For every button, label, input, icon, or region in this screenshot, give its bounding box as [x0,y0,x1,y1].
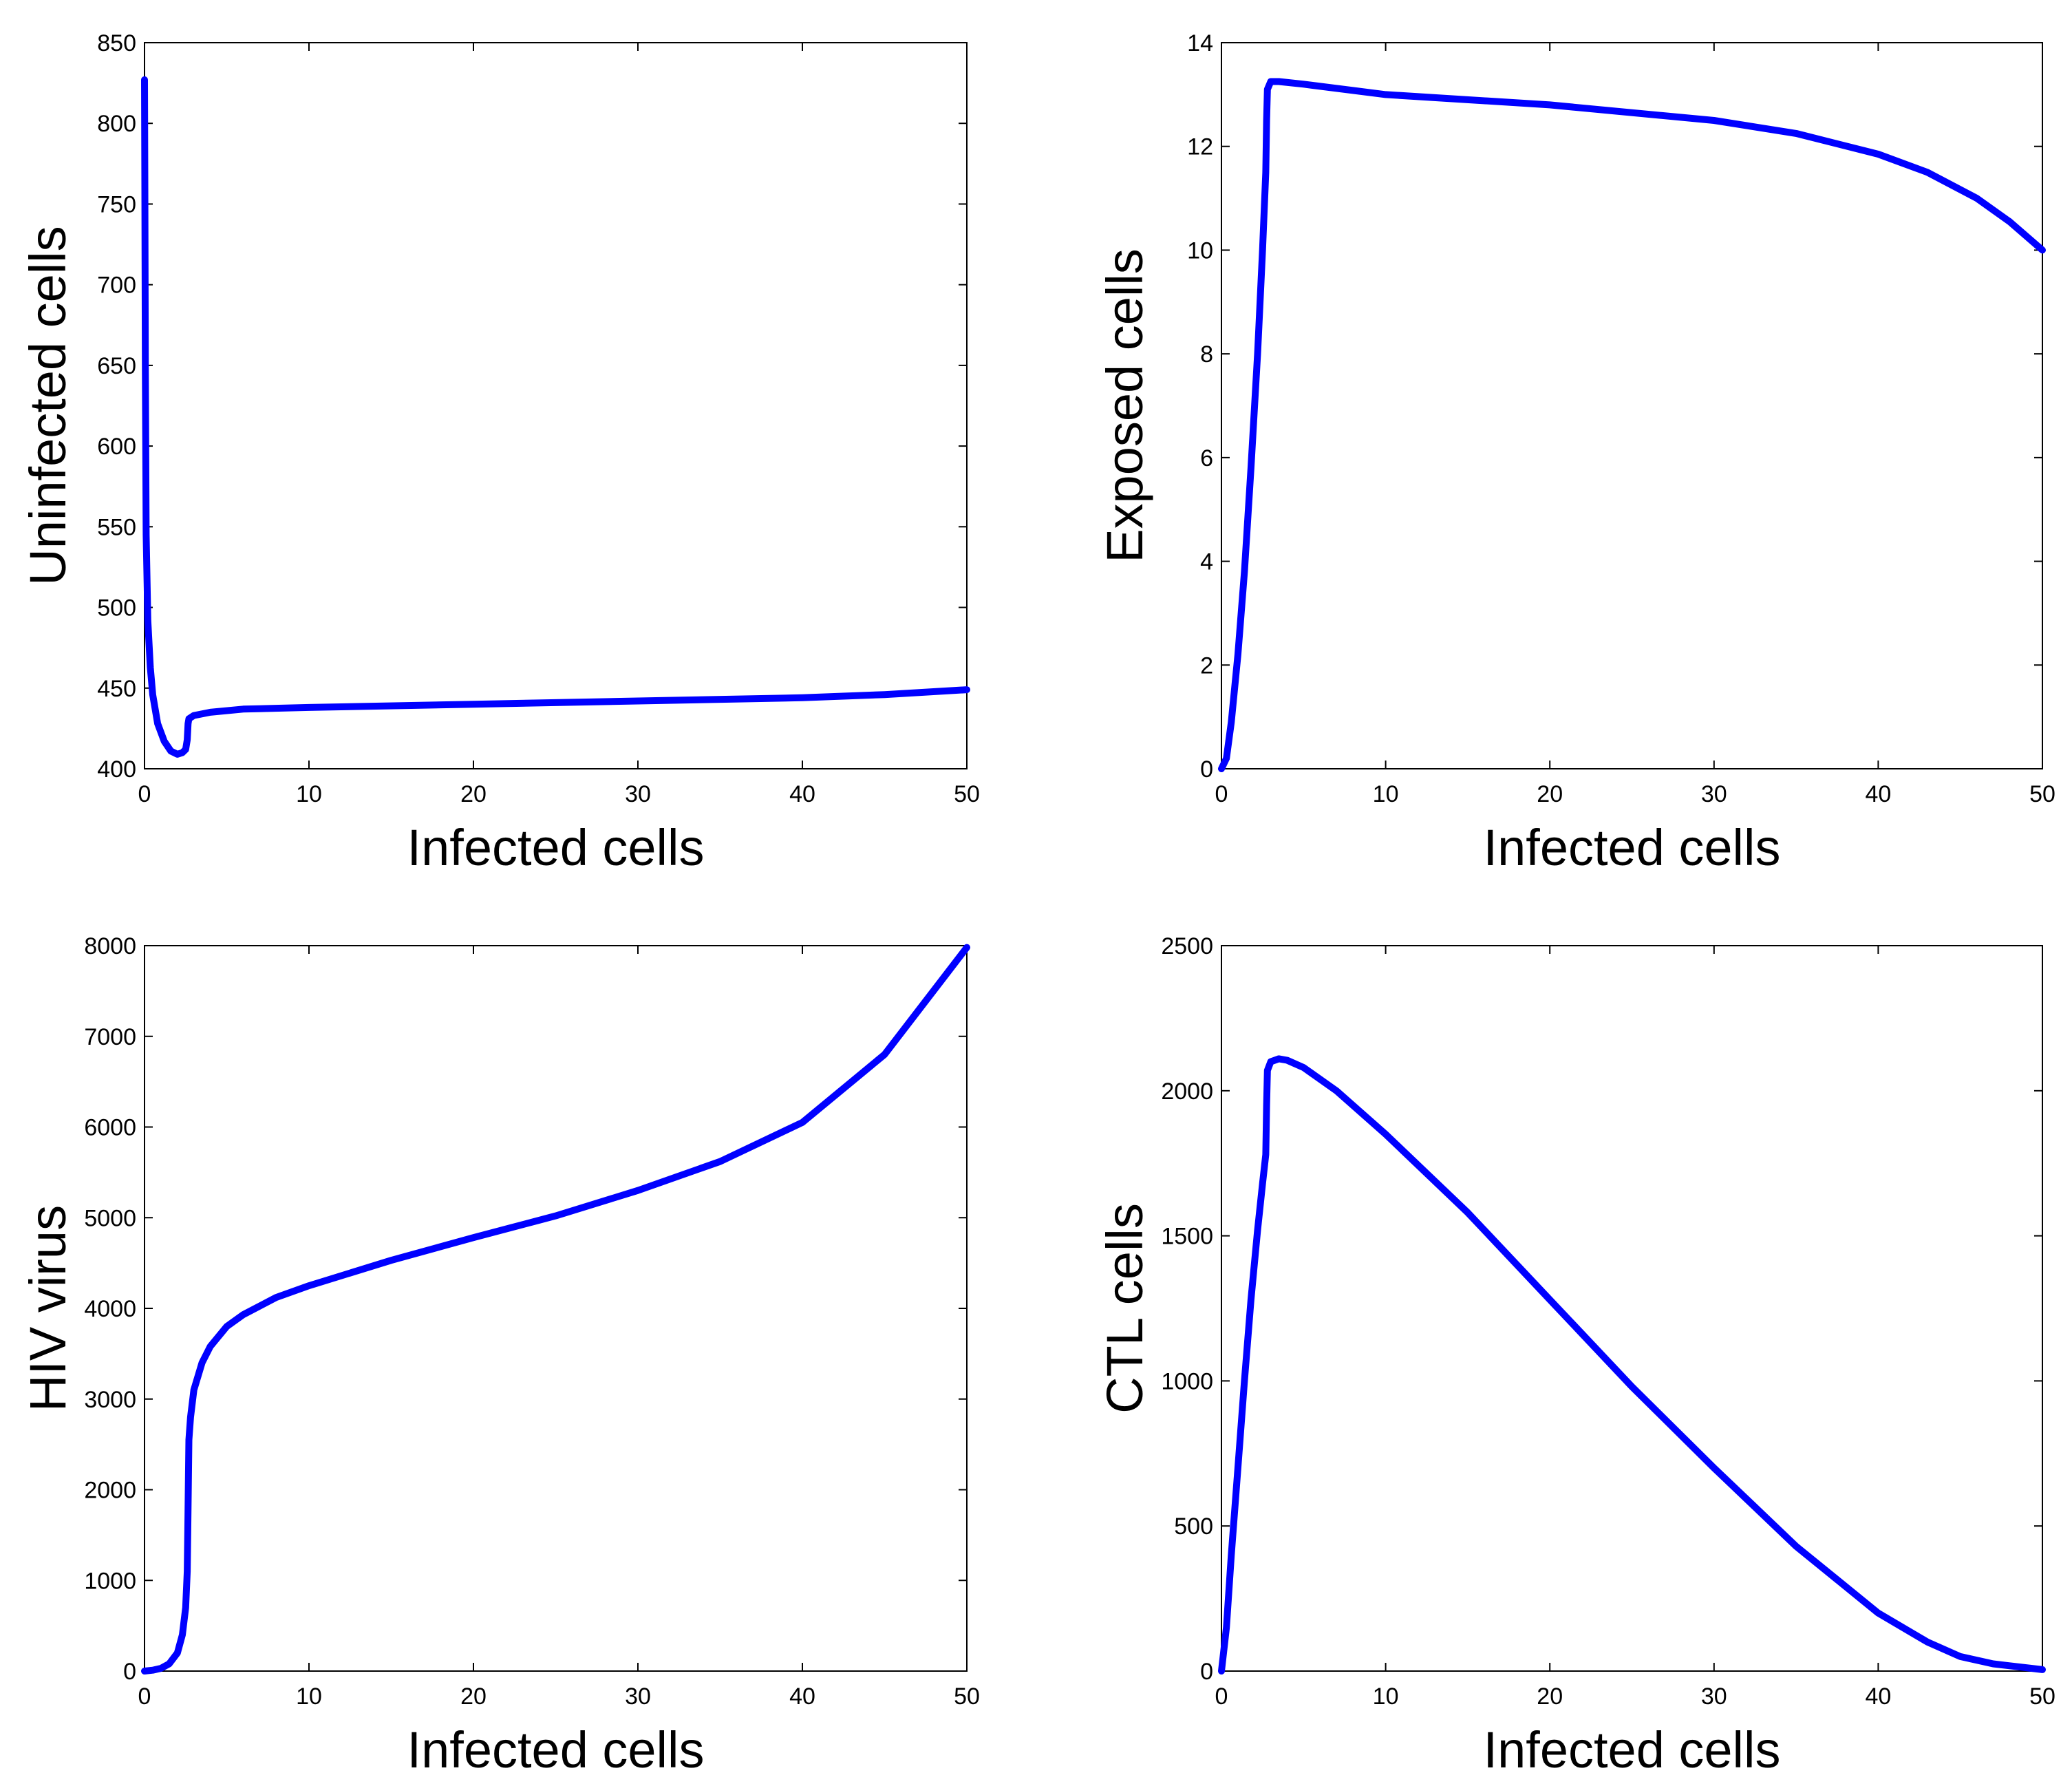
axes-box [1221,945,2043,1672]
y-tick-label: 2500 [1161,933,1213,959]
x-tick-label: 40 [1865,781,1891,807]
axes-box [144,945,968,1672]
panel-hiv-virus: 0 10 20 30 40 50 0 1000 2000 3000 4000 5000 6000 7000… [19,933,980,1775]
y-tick-label: 2 [1200,652,1213,679]
x-tick-label: 30 [625,781,651,807]
x-tick-label: 20 [460,781,487,807]
x-tick-label: 50 [2029,781,2055,807]
y-tick-label: 850 [97,30,136,56]
x-axis-title: Infected cells [407,819,705,876]
y-tick-label: 5000 [84,1205,136,1231]
x-tick-label: 0 [138,781,151,807]
y-tick-label: 0 [123,1659,136,1685]
y-tick-label: 500 [1174,1513,1213,1540]
panel-ctl-cells: 0 10 20 30 40 5005001000150020002500Infected … [1096,933,2055,1775]
panel-uninfected-cells: 0 10 20 30 40 50 400 450 500 550 600 650 700 750 800 85… [19,30,980,876]
y-axis-title: Exposed cells [1096,248,1153,563]
x-tick-label: 50 [954,1683,980,1710]
y-axis-title: HIV virus [19,1205,76,1412]
x-tick-label: 10 [1373,1683,1399,1710]
y-tick-label: 650 [97,353,136,379]
y-tick-label: 450 [97,676,136,702]
y-tick-label: 700 [97,273,136,299]
series-line [1218,78,2046,772]
y-tick-label: 1500 [1161,1224,1213,1250]
panel-exposed-cells: 0 10 20 30 40 50 0 2 4 6 8 10 12 14 Infected cells Expo… [1096,30,2055,876]
series-line [141,944,970,1675]
y-tick-label: 800 [97,111,136,137]
x-axis-title: Infected cells [407,1721,705,1775]
x-tick-label: 10 [296,781,322,807]
y-tick-label: 14 [1187,30,1213,56]
series-line [1218,1055,2046,1675]
y-tick-label: 600 [97,434,136,460]
x-tick-label: 40 [1865,1683,1891,1710]
y-tick-label: 750 [97,191,136,217]
x-tick-label: 50 [2029,1683,2055,1710]
x-tick-label: 30 [1701,1683,1727,1710]
x-tick-label: 10 [1373,781,1399,807]
axes-box [144,42,968,769]
y-axis-title: Uninfected cells [19,226,76,585]
x-tick-label: 20 [460,1683,487,1710]
x-tick-label: 40 [789,781,815,807]
y-tick-label: 400 [97,756,136,783]
x-tick-label: 0 [1215,781,1228,807]
y-tick-label: 2000 [84,1478,136,1504]
y-tick-label: 12 [1187,134,1213,160]
y-tick-label: 8 [1200,341,1213,368]
x-tick-label: 30 [625,1683,651,1710]
y-tick-label: 1000 [1161,1368,1213,1394]
y-tick-label: 8000 [84,933,136,959]
y-tick-label: 2000 [1161,1078,1213,1105]
y-tick-label: 4 [1200,549,1213,575]
y-axis-title: CTL cells [1096,1203,1153,1414]
x-axis-title: Infected cells [1484,1721,1781,1775]
x-tick-label: 30 [1701,781,1727,807]
y-tick-label: 3000 [84,1387,136,1413]
y-tick-label: 550 [97,514,136,540]
y-tick-label: 6 [1200,445,1213,471]
y-tick-label: 4000 [84,1296,136,1322]
x-tick-label: 40 [789,1683,815,1710]
x-tick-label: 50 [954,781,980,807]
y-tick-label: 7000 [84,1024,136,1050]
y-tick-label: 0 [1200,1659,1213,1685]
series-line [141,76,970,758]
y-tick-label: 500 [97,595,136,621]
y-tick-label: 1000 [84,1568,136,1594]
x-axis-title: Infected cells [1484,819,1781,876]
y-tick-label: 6000 [84,1115,136,1141]
x-tick-label: 0 [138,1683,151,1710]
axes-box [1221,42,2043,769]
x-tick-label: 20 [1537,781,1563,807]
y-tick-label: 0 [1200,756,1213,783]
x-tick-label: 20 [1537,1683,1563,1710]
x-tick-label: 10 [296,1683,322,1710]
y-tick-label: 10 [1187,237,1213,264]
x-tick-label: 0 [1215,1683,1228,1710]
